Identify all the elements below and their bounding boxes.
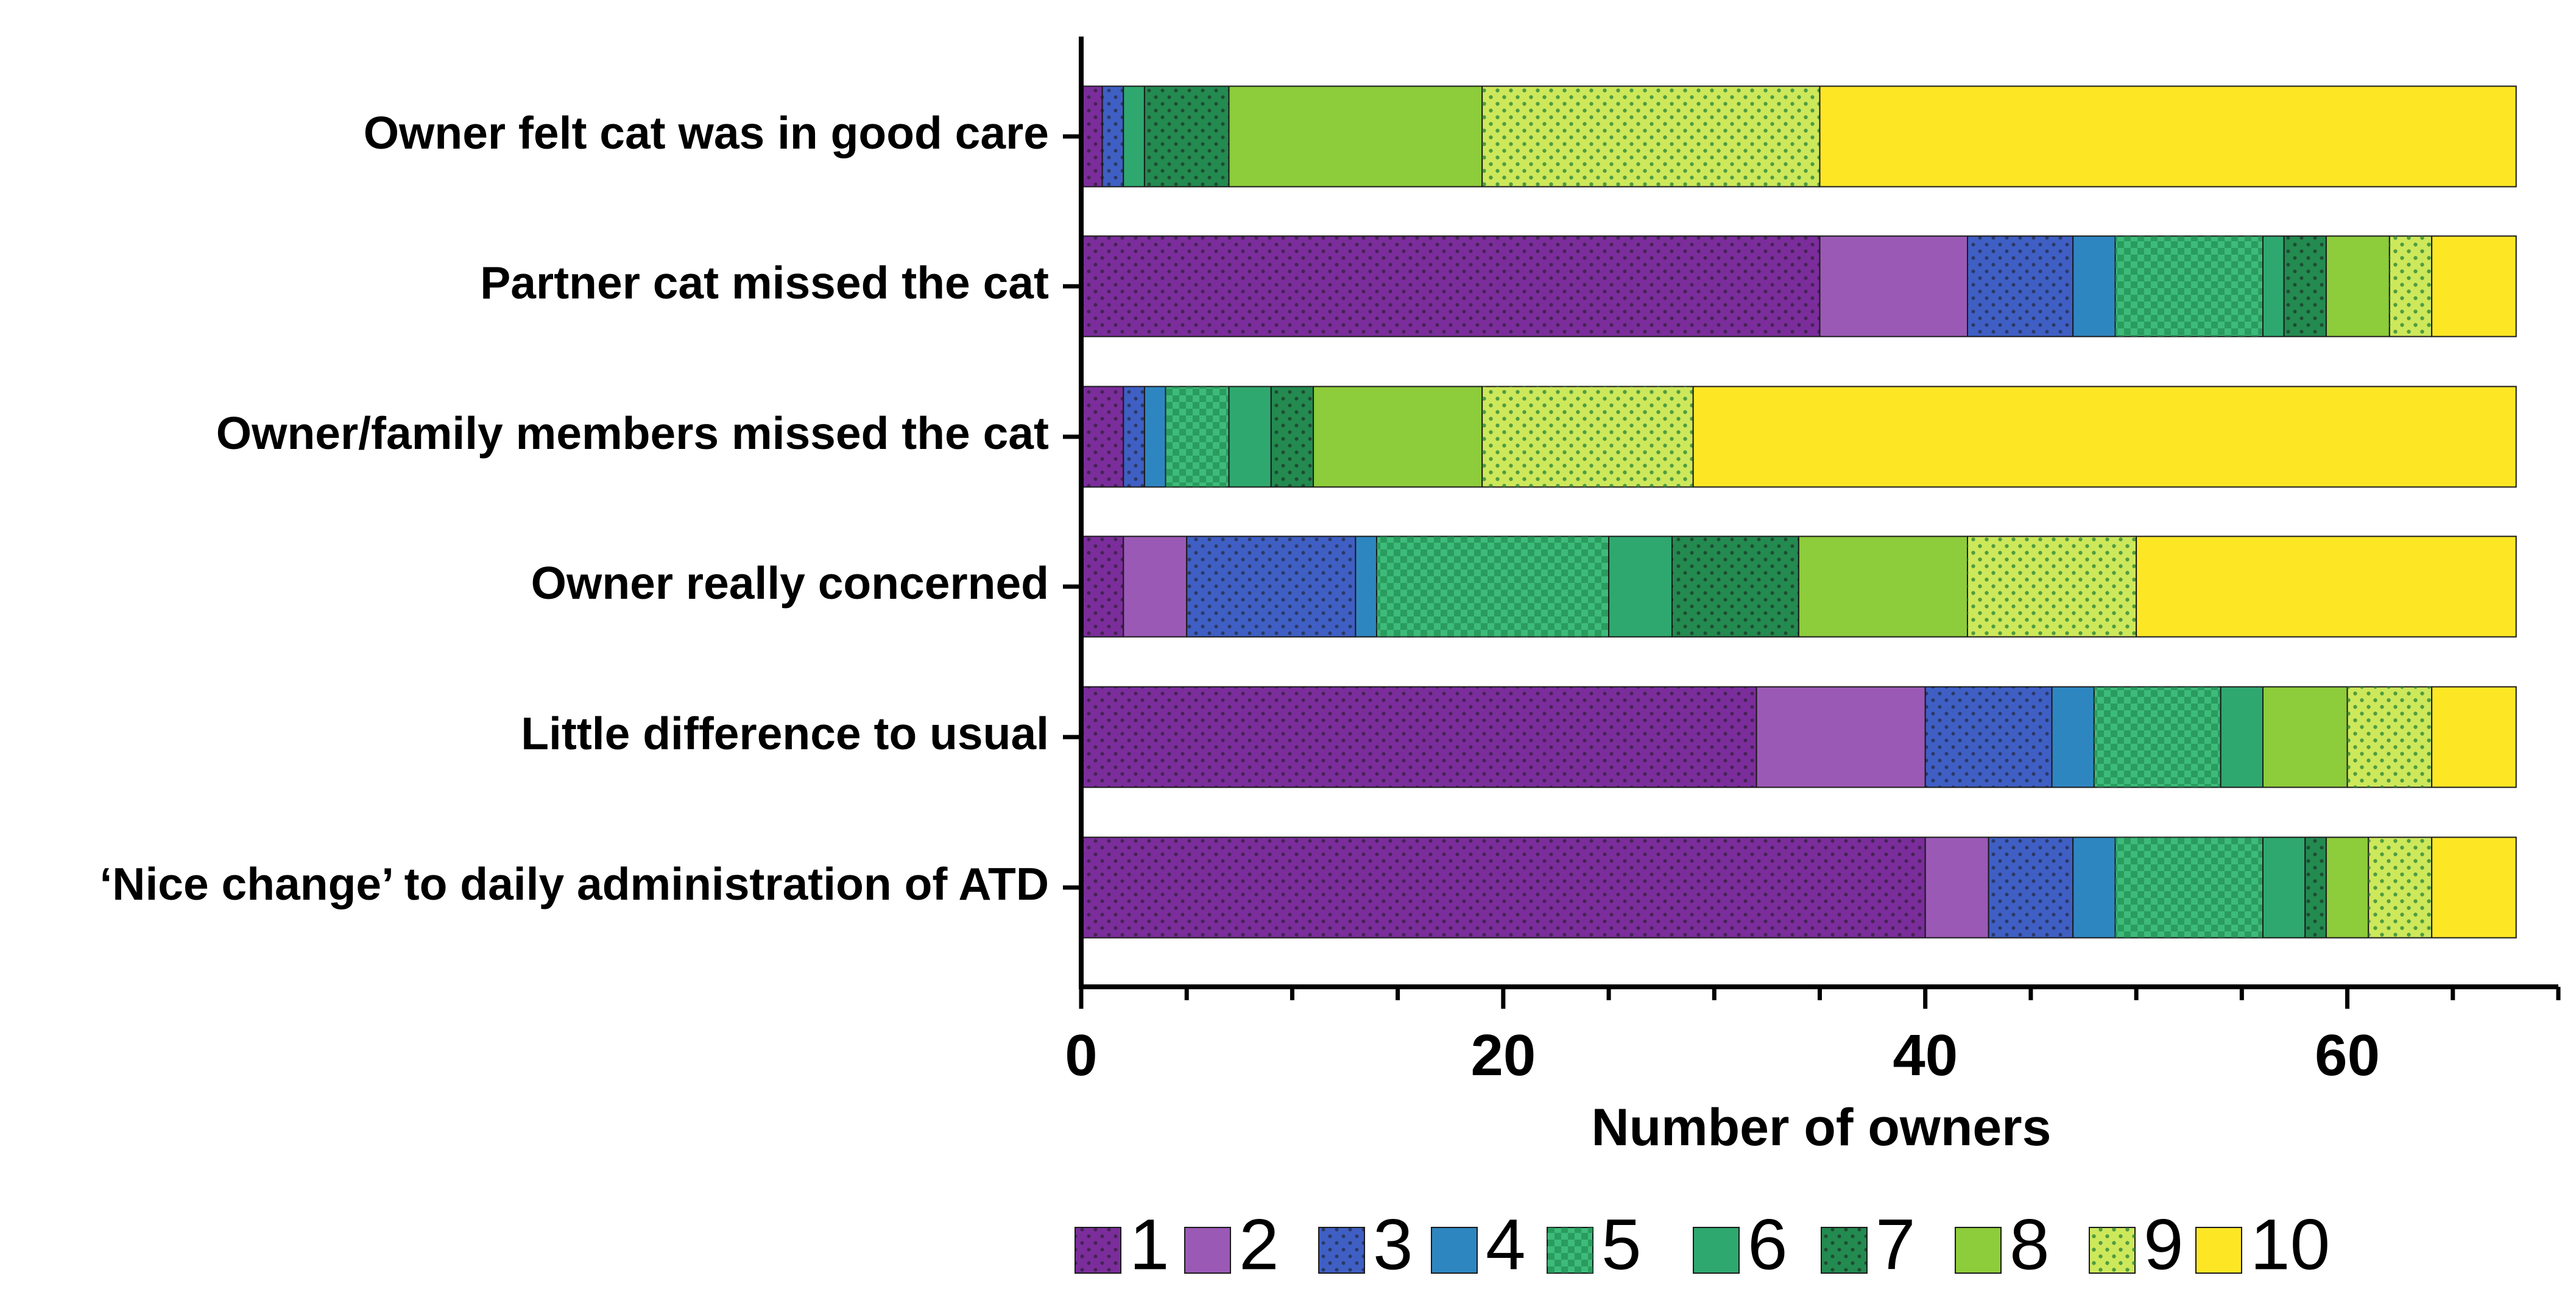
bar-segment-4: [2072, 235, 2116, 337]
bar-segment-10: [2431, 686, 2517, 788]
legend-swatch-6: [1693, 1227, 1740, 1274]
legend-swatch-pattern: [1821, 1227, 1867, 1273]
bars: [1081, 85, 2517, 939]
category-label: Owner really concerned: [531, 557, 1049, 609]
bar-segment-pattern: [2368, 837, 2432, 938]
bar-segment-pattern: [2347, 687, 2432, 788]
bar-segment-pattern: [2115, 837, 2263, 938]
bar-segment-pattern: [1672, 536, 1799, 637]
bar-segment-pattern: [2094, 687, 2221, 788]
legend-swatch-2: [1184, 1227, 1231, 1274]
bar-segment-8: [2262, 686, 2348, 788]
bar-segment-pattern: [1988, 837, 2073, 938]
bar-segment-pattern: [1081, 86, 1103, 187]
x-tick-label: 60: [2315, 1023, 2380, 1088]
bar-segment-8: [1228, 85, 1483, 188]
bar-segment-6: [1608, 535, 1673, 638]
bar-segment-10: [2431, 836, 2517, 939]
category-label: ‘Nice change’ to daily administration of…: [99, 858, 1049, 909]
legend-label: 3: [1373, 1205, 1413, 1285]
bar-segment-10: [2431, 235, 2517, 337]
legend-label: 9: [2144, 1205, 2184, 1285]
legend-swatch-pattern: [1075, 1227, 1121, 1273]
category-label: Owner/family members missed the cat: [216, 408, 1049, 459]
bar-segment-pattern: [1081, 236, 1820, 337]
bar-segment-pattern: [1081, 386, 1124, 487]
bar-segment-pattern: [1187, 536, 1356, 637]
bar-segment-pattern: [1081, 837, 1925, 938]
legend-swatch-8: [1955, 1227, 2002, 1274]
bar-segment-pattern: [1271, 386, 1314, 487]
x-tick-label: 40: [1893, 1023, 1958, 1088]
bar-segment-4: [1143, 386, 1166, 488]
bar-segment-6: [2262, 836, 2306, 939]
bar-segment-pattern: [2284, 236, 2326, 337]
bar-segment-8: [2325, 235, 2390, 337]
category-label: Owner felt cat was in good care: [364, 107, 1049, 158]
bar-segment-4: [1355, 535, 1378, 638]
bar-segment-pattern: [1482, 386, 1693, 487]
bar-segment-8: [1313, 386, 1483, 488]
bar-segment-10: [1819, 85, 2517, 188]
legend-label: 10: [2250, 1205, 2330, 1285]
bar-segment-pattern: [2305, 837, 2326, 938]
legend: 1 2 3 4 5 6 7 8 9 10: [1075, 1205, 2330, 1285]
legend-label: 4: [1486, 1205, 1526, 1285]
x-tick-labels: 0 20 40 60: [1065, 1023, 2380, 1088]
bar-segment-2: [1123, 535, 1188, 638]
category-label: Little difference to usual: [521, 708, 1049, 759]
bar-segment-pattern: [1967, 536, 2137, 637]
bar-segment-10: [1692, 386, 2517, 488]
bar-segment-8: [1798, 535, 1969, 638]
legend-label: 1: [1129, 1205, 1170, 1285]
bar-segment-pattern: [2115, 236, 2263, 337]
bar-segment-10: [2136, 535, 2517, 638]
bar-segment-pattern: [1925, 687, 2052, 788]
x-tick-label: 0: [1065, 1023, 1097, 1088]
legend-swatch-4: [1431, 1227, 1478, 1274]
bar-segment-6: [2262, 235, 2285, 337]
bar-segment-pattern: [1081, 536, 1124, 637]
bar-segment-pattern: [1102, 86, 1124, 187]
x-tick-label: 20: [1470, 1023, 1536, 1088]
category-label: Partner cat missed the cat: [480, 257, 1049, 308]
bar-segment-4: [2051, 686, 2095, 788]
legend-label: 2: [1239, 1205, 1279, 1285]
legend-swatch-pattern: [1547, 1227, 1593, 1273]
category-labels: Owner felt cat was in good care Partner …: [99, 107, 1049, 909]
bar-segment-pattern: [2389, 236, 2432, 337]
legend-label: 8: [2010, 1205, 2050, 1285]
bar-segment-pattern: [1377, 536, 1609, 637]
legend-swatch-pattern: [1319, 1227, 1364, 1273]
bar-segment-6: [1123, 85, 1145, 188]
bar-segment-6: [2220, 686, 2264, 788]
bar-segment-2: [1756, 686, 1926, 788]
bar-segment-pattern: [1967, 236, 2073, 337]
bar-segment-8: [2325, 836, 2370, 939]
bar-segment-pattern: [1123, 386, 1145, 487]
legend-label: 5: [1601, 1205, 1642, 1285]
legend-label: 6: [1748, 1205, 1788, 1285]
bar-segment-pattern: [1081, 687, 1757, 788]
bar-segment-2: [1924, 836, 1989, 939]
bar-segment-pattern: [1482, 86, 1820, 187]
x-axis-title: Number of owners: [1592, 1098, 2052, 1157]
bar-segment-6: [1228, 386, 1272, 488]
legend-swatch-pattern: [2089, 1227, 2135, 1273]
bar-segment-2: [1819, 235, 1968, 337]
bar-segment-pattern: [1144, 86, 1229, 187]
bar-segment-4: [2072, 836, 2116, 939]
axes: [1063, 37, 2561, 1009]
legend-swatch-10: [2195, 1227, 2242, 1274]
bar-segment-pattern: [1165, 386, 1229, 487]
legend-label: 7: [1876, 1205, 1916, 1285]
